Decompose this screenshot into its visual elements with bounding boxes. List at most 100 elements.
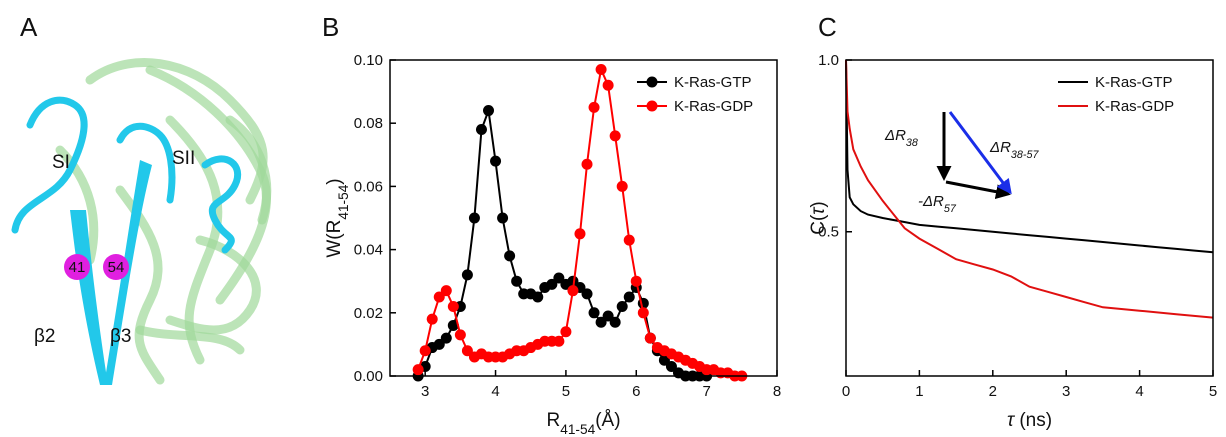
data-point (616, 300, 628, 312)
data-point (461, 345, 473, 357)
annotation: -ΔR57 (918, 193, 957, 215)
text-part: ΔR (884, 127, 906, 144)
data-point (447, 319, 459, 331)
x-tick-label: 6 (632, 383, 640, 400)
data-point (546, 278, 558, 290)
data-point (665, 361, 677, 373)
data-point (644, 332, 656, 344)
text-part: (ns) (1014, 410, 1052, 431)
legend-label: K-Ras-GDP (674, 98, 753, 115)
data-point (623, 291, 635, 303)
data-point (609, 316, 621, 328)
data-point (532, 291, 544, 303)
x-tick-label: 8 (773, 383, 781, 400)
data-point (440, 332, 452, 344)
text-part: ΔR (989, 139, 1011, 156)
text-part: 38 (1011, 149, 1023, 161)
data-point (574, 228, 586, 240)
x-tick-label: 3 (1062, 383, 1070, 400)
data-point (412, 364, 424, 376)
x-tick-label: 0 (842, 383, 850, 400)
data-point (560, 326, 572, 338)
legend-marker (646, 76, 658, 88)
text-part: C( (808, 214, 829, 235)
y-tick-label: 0.10 (354, 52, 383, 69)
vector-diagram (936, 111, 1012, 200)
text-part: 41-54 (336, 184, 351, 219)
data-point (567, 275, 579, 287)
residue-label: 41 (69, 259, 86, 276)
data-point (475, 124, 487, 136)
text-part: 41-54 (560, 422, 595, 437)
y-axis-label: W(R41-54) (324, 178, 351, 257)
annotation: ΔR38-57 (989, 139, 1040, 161)
y-tick-label: 0.06 (354, 178, 383, 195)
data-point (433, 338, 445, 350)
panel-label: C (818, 12, 837, 42)
data-point (581, 158, 593, 170)
data-point (433, 291, 445, 303)
data-point (658, 354, 670, 366)
data-point (602, 310, 614, 322)
residue-label: 54 (108, 259, 125, 276)
strand-label: β3 (110, 326, 132, 347)
panel-label: B (322, 12, 339, 42)
text-part: ) (808, 201, 829, 207)
data-point (581, 288, 593, 300)
y-tick-label: 1.0 (818, 52, 839, 69)
x-tick-label: 7 (702, 383, 710, 400)
data-point (504, 250, 516, 262)
x-tick-label: 4 (491, 383, 499, 400)
data-point (609, 130, 621, 142)
text-part: τ (808, 206, 829, 215)
y-axis-label: C(τ) (808, 201, 829, 235)
data-point (623, 234, 635, 246)
data-point (630, 275, 642, 287)
x-tick-label: 3 (421, 383, 429, 400)
legend-label: K-Ras-GTP (674, 74, 752, 91)
y-tick-label: 0.00 (354, 368, 383, 385)
series-line (845, 59, 1214, 319)
data-point (511, 275, 523, 287)
strand-label: β2 (34, 326, 56, 347)
annotation: ΔR38 (884, 127, 918, 149)
legend-marker (646, 100, 658, 112)
loop-label: SII (172, 148, 195, 169)
data-point (419, 345, 431, 357)
x-tick-label: 4 (1135, 383, 1143, 400)
data-point (602, 79, 614, 91)
text-part: R (546, 410, 560, 431)
text-part: 57 (944, 203, 957, 215)
data-point (440, 285, 452, 297)
data-point (637, 307, 649, 319)
panel-label: A (20, 12, 38, 42)
data-point (567, 285, 579, 297)
text-part: ) (324, 178, 345, 184)
data-point (468, 212, 480, 224)
data-point (588, 307, 600, 319)
data-point (490, 155, 502, 167)
text-part: 38 (906, 137, 918, 149)
x-tick-label: 5 (562, 383, 570, 400)
data-point (483, 105, 495, 117)
text-part: -57 (1023, 149, 1040, 161)
plot-frame (389, 59, 778, 377)
x-tick-label: 5 (1209, 383, 1217, 400)
data-point (497, 212, 509, 224)
data-point (426, 313, 438, 325)
legend-label: K-Ras-GDP (1095, 98, 1174, 115)
x-axis-label: R41-54(Å) (546, 410, 620, 437)
text-part: (Å) (595, 410, 620, 431)
text-part: W(R (324, 220, 345, 258)
y-tick-label: 0.5 (818, 224, 839, 241)
x-tick-label: 2 (989, 383, 997, 400)
data-point (461, 269, 473, 281)
data-point (553, 272, 565, 284)
data-point (447, 300, 459, 312)
legend-label: K-Ras-GTP (1095, 74, 1173, 91)
y-tick-label: 0.04 (354, 242, 383, 259)
x-tick-label: 1 (915, 383, 923, 400)
plot-frame (845, 59, 1214, 377)
text-part: -ΔR (918, 193, 944, 210)
